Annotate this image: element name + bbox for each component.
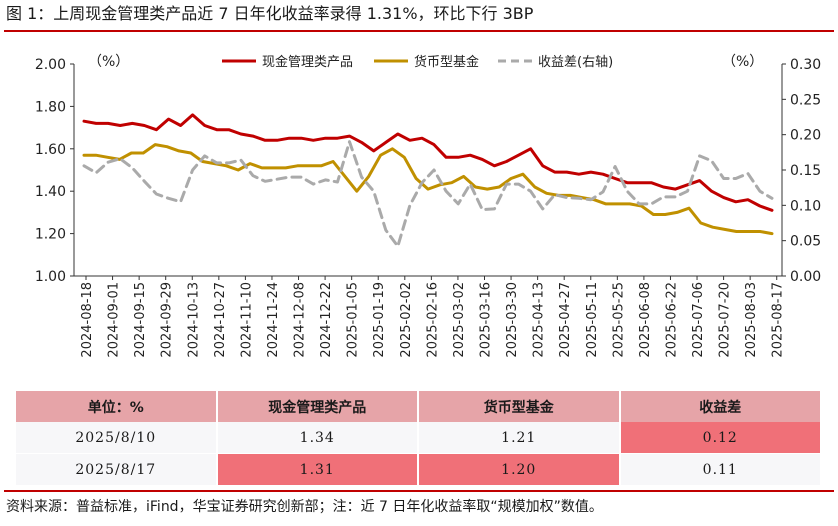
line-chart: 1.00 1.20 1.40 1.60 1.80 2.00 0.00 0.05 0.10 0.15…	[35, 54, 821, 358]
x-tick-label: 2025-03-30	[505, 282, 520, 358]
table-cell-fund: 1.20	[419, 454, 619, 485]
right-tick-label: 0.00	[790, 269, 821, 285]
right-tick-label: 0.15	[790, 163, 821, 179]
x-tick-label: 2024-09-01	[107, 282, 122, 358]
left-tick-label: 1.80	[35, 99, 66, 115]
table-cell-date: 2025/8/10	[16, 422, 216, 454]
x-tick-label: 2024-11-10	[239, 282, 254, 358]
series-line-1	[82, 143, 774, 236]
x-tick-label: 2025-02-16	[425, 282, 440, 358]
table-header-unit: 单位：%	[16, 391, 216, 422]
series-line-2	[82, 140, 774, 248]
figure-title: 图 1：上周现金管理类产品近 7 日年化收益率录得 1.31%，环比下行 3BP	[6, 4, 534, 23]
footer-rule	[4, 490, 834, 492]
x-tick-label: 2024-10-13	[186, 282, 201, 358]
x-tick-label: 2025-08-17	[771, 282, 786, 358]
x-tick-label: 2024-12-22	[319, 282, 334, 358]
table-cell-spread: 0.12	[620, 422, 820, 454]
legend-label: 货币型基金	[414, 54, 479, 70]
plot-layer: 1.00 1.20 1.40 1.60 1.80 2.00 0.00 0.05 0.10 0.15…	[35, 54, 821, 358]
x-tick-label: 2025-07-06	[691, 282, 706, 358]
x-tick-label: 2025-05-11	[585, 282, 600, 358]
table-header-cash: 现金管理类产品	[217, 391, 417, 422]
right-tick-label: 0.05	[790, 234, 821, 250]
x-tick-label: 2025-01-05	[346, 282, 361, 358]
x-tick-label: 2025-04-13	[532, 282, 547, 358]
right-tick-label: 0.30	[790, 57, 821, 73]
table-row: 2025/8/17 1.31 1.20 0.11	[16, 454, 820, 485]
table-header-spread: 收益差	[620, 391, 820, 422]
x-tick-label: 2025-03-02	[452, 282, 467, 358]
table-row: 2025/8/10 1.34 1.21 0.12	[16, 422, 820, 454]
table-header-fund: 货币型基金	[419, 391, 619, 422]
x-tick-label: 2025-03-16	[478, 282, 493, 358]
x-tick-label: 2024-10-27	[213, 282, 228, 358]
summary-table: 单位：% 现金管理类产品 货币型基金 收益差 2025/8/10 1.34 1.…	[14, 391, 822, 485]
table-cell-spread: 0.11	[620, 454, 820, 485]
table-cell-cash: 1.34	[217, 422, 417, 454]
right-tick-label: 0.20	[790, 128, 821, 144]
x-tick-label: 2024-11-24	[266, 282, 281, 358]
x-tick-label: 2025-07-20	[718, 282, 733, 358]
x-tick-label: 2025-01-19	[372, 282, 387, 358]
right-tick-label: 0.25	[790, 92, 821, 108]
legend-label: 现金管理类产品	[262, 54, 353, 70]
legend-label: 收益差(右轴)	[538, 55, 613, 70]
x-tick-label: 2025-08-03	[744, 282, 759, 358]
left-tick-label: 1.20	[35, 227, 66, 243]
left-tick-label: 1.60	[35, 142, 66, 158]
right-tick-label: 0.10	[790, 198, 821, 214]
x-tick-label: 2025-06-08	[638, 282, 653, 358]
x-tick-label: 2025-05-25	[611, 282, 626, 358]
table-cell-fund: 1.21	[419, 422, 619, 454]
source-note: 资料来源：普益标准，iFind，华宝证券研究创新部；注：近 7 日年化收益率取“…	[6, 499, 603, 515]
x-tick-label: 2024-12-08	[293, 282, 308, 358]
left-unit-label: （%）	[88, 54, 129, 70]
table-cell-date: 2025/8/17	[16, 454, 216, 485]
left-tick-label: 1.00	[35, 269, 66, 285]
left-tick-label: 2.00	[35, 57, 66, 73]
title-rule	[4, 30, 834, 32]
table-cell-cash: 1.31	[217, 454, 417, 485]
x-tick-label: 2025-06-22	[664, 282, 679, 358]
x-tick-label: 2025-04-27	[558, 282, 573, 358]
x-tick-label: 2024-09-29	[160, 282, 175, 358]
x-tick-label: 2024-08-18	[80, 282, 95, 358]
series-line-0	[82, 113, 774, 212]
right-unit-label: （%）	[722, 54, 763, 70]
left-tick-label: 1.40	[35, 184, 66, 200]
x-tick-label: 2025-02-02	[399, 282, 414, 358]
x-tick-label: 2024-09-15	[133, 282, 148, 358]
